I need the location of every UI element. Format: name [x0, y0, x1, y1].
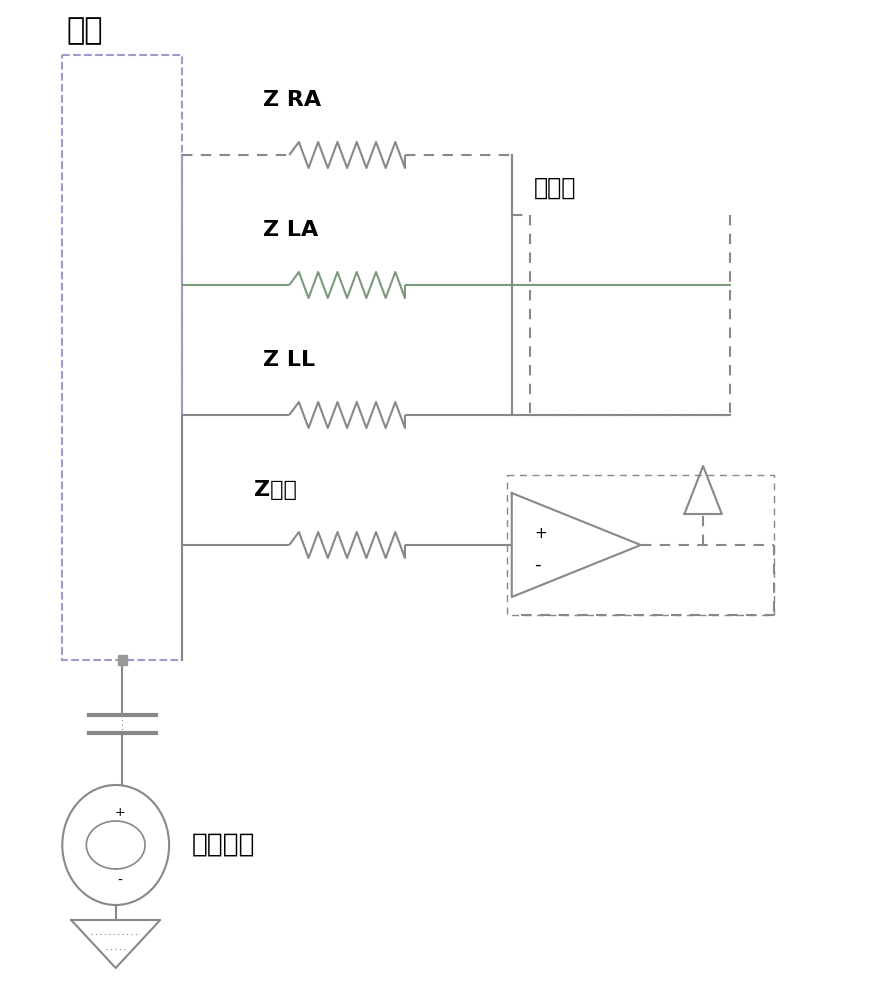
Text: +: + [115, 806, 125, 818]
Bar [118, 655, 127, 665]
Text: Z LL: Z LL [263, 350, 315, 370]
Text: Z中性: Z中性 [254, 480, 296, 500]
Text: +: + [534, 526, 546, 540]
Text: -: - [117, 874, 123, 888]
Text: 平均器: 平均器 [534, 176, 577, 200]
Text: 病人: 病人 [67, 16, 103, 45]
Bar [507, 475, 774, 615]
Bar [62, 55, 182, 660]
Text: -: - [534, 556, 540, 574]
Text: Z RA: Z RA [263, 90, 320, 110]
Text: 共模噪声: 共模噪声 [191, 832, 255, 858]
Text: Z LA: Z LA [263, 220, 318, 240]
